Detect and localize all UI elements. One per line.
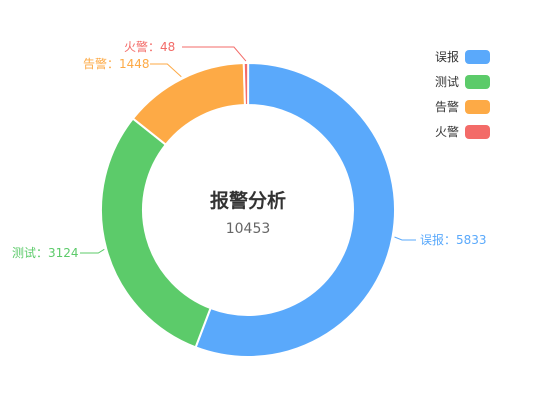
leader-line	[150, 63, 182, 78]
legend-label: 告警	[434, 100, 459, 114]
legend-item-false-alarm[interactable]: 误报	[435, 44, 490, 69]
slice-fire[interactable]	[242, 62, 250, 107]
slice-alert[interactable]	[131, 62, 246, 147]
label-fire: 火警：48	[124, 39, 175, 54]
legend-label: 火警	[434, 125, 459, 139]
legend-swatch	[465, 124, 490, 139]
legend-swatch	[465, 99, 490, 114]
label-test: 测试：3124	[12, 245, 79, 260]
legend-item-alert[interactable]: 告警	[435, 94, 490, 119]
leader-line	[182, 46, 247, 62]
legend-swatch	[465, 74, 490, 89]
legend-item-test[interactable]: 测试	[435, 69, 490, 94]
leader-line	[80, 248, 105, 254]
label-false-alarm: 误报：5833	[420, 232, 487, 247]
slice-false-alarm[interactable]	[194, 61, 396, 358]
chart-title: 报警分析	[209, 190, 286, 212]
label-alert: 告警：1448	[83, 56, 150, 71]
legend-label: 误报	[434, 50, 459, 64]
legend-swatch	[465, 49, 490, 64]
legend: 误报 测试 告警 火警	[435, 44, 490, 144]
legend-item-fire[interactable]: 火警	[435, 119, 490, 144]
chart-total: 10453	[225, 221, 271, 237]
legend-label: 测试	[434, 75, 459, 89]
leader-line	[394, 236, 416, 241]
